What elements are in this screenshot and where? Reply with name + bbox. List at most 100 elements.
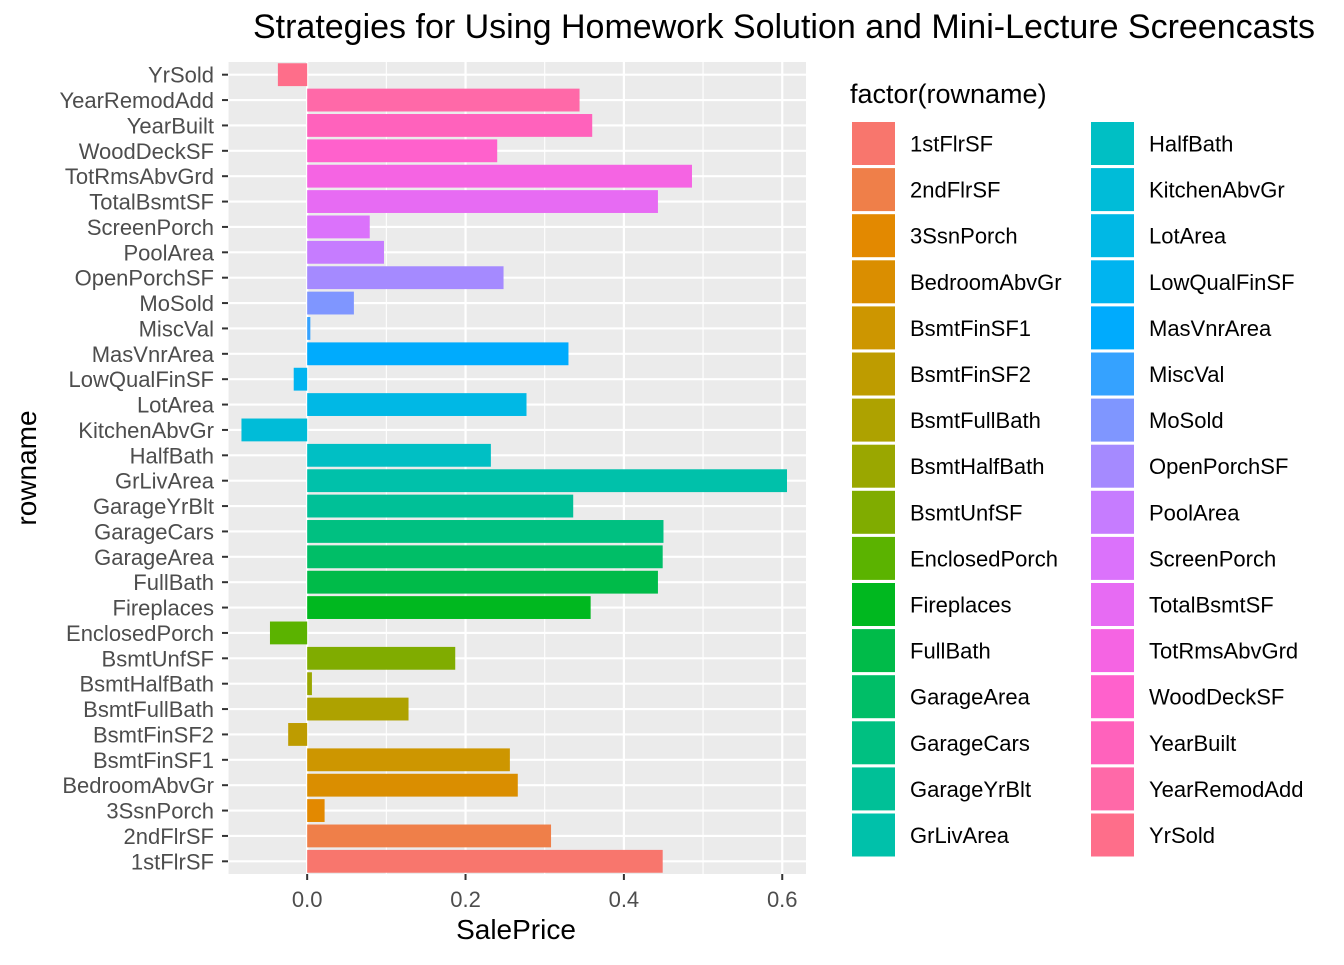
legend-label: PoolArea bbox=[1149, 500, 1240, 525]
y-tick-label: GarageYrBlt bbox=[93, 494, 214, 519]
legend-label: Fireplaces bbox=[910, 593, 1011, 618]
legend-label: BsmtUnfSF bbox=[910, 500, 1022, 525]
y-tick-label: WoodDeckSF bbox=[79, 139, 214, 164]
y-tick-label: HalfBath bbox=[130, 443, 214, 468]
legend-key-1stFlrSF bbox=[852, 122, 895, 165]
y-tick-label: FullBath bbox=[133, 570, 214, 595]
bar-MoSold bbox=[307, 291, 354, 315]
y-axis-title: rowname bbox=[11, 410, 42, 525]
legend-key-BsmtUnfSF bbox=[852, 490, 895, 534]
legend-key-TotalBsmtSF bbox=[1091, 583, 1134, 626]
y-tick-label: BedroomAbvGr bbox=[62, 773, 214, 798]
legend: factor(rowname) 1stFlrSF 2ndFlrSF 3SsnPorc… bbox=[850, 79, 1304, 857]
legend-key-YrSold bbox=[1091, 813, 1134, 857]
y-tick-label: 2ndFlrSF bbox=[124, 824, 214, 849]
legend-key-BsmtFinSF1 bbox=[852, 306, 895, 350]
bar-PoolArea bbox=[307, 240, 384, 264]
legend-label: 2ndFlrSF bbox=[910, 178, 1000, 203]
bar-YearRemodAdd bbox=[307, 88, 580, 112]
legend-label: FullBath bbox=[910, 639, 991, 664]
legend-key-HalfBath bbox=[1091, 122, 1134, 165]
legend-key-BedroomAbvGr bbox=[852, 260, 895, 304]
y-tick-label: MasVnrArea bbox=[92, 342, 215, 367]
y-tick-label: LotArea bbox=[137, 393, 215, 418]
legend-label: BedroomAbvGr bbox=[910, 270, 1062, 295]
y-tick-label: TotRmsAbvGrd bbox=[65, 164, 214, 189]
legend-label: LotArea bbox=[1149, 224, 1227, 249]
x-tick-label: 0.4 bbox=[609, 887, 640, 912]
y-tick-label: Fireplaces bbox=[113, 596, 214, 621]
legend-label: OpenPorchSF bbox=[1149, 454, 1288, 479]
legend-key-GarageArea bbox=[852, 675, 895, 719]
legend-key-OpenPorchSF bbox=[1091, 444, 1134, 488]
legend-label: BsmtFullBath bbox=[910, 408, 1041, 433]
legend-label: EnclosedPorch bbox=[910, 546, 1058, 571]
bar-MiscVal bbox=[307, 317, 311, 340]
legend-key-YearBuilt bbox=[1091, 721, 1134, 765]
legend-label: TotRmsAbvGrd bbox=[1149, 639, 1298, 664]
y-tick-label: OpenPorchSF bbox=[75, 266, 214, 291]
legend-key-TotRmsAbvGrd bbox=[1091, 629, 1134, 673]
chart-title: Strategies for Using Homework Solution a… bbox=[253, 8, 1315, 46]
bar-YrSold bbox=[277, 63, 308, 87]
legend-key-ScreenPorch bbox=[1091, 536, 1134, 580]
legend-label: YearRemodAdd bbox=[1149, 777, 1304, 802]
legend-key-BsmtHalfBath bbox=[852, 444, 895, 488]
legend-label: LowQualFinSF bbox=[1149, 270, 1295, 295]
bar-3SsnPorch bbox=[307, 799, 325, 822]
legend-label: 1stFlrSF bbox=[910, 132, 993, 157]
legend-key-Fireplaces bbox=[852, 583, 895, 626]
legend-key-GrLivArea bbox=[852, 813, 895, 857]
legend-label: HalfBath bbox=[1149, 132, 1233, 157]
bar-GarageYrBlt bbox=[307, 494, 574, 518]
legend-key-WoodDeckSF bbox=[1091, 675, 1134, 719]
legend-label: MasVnrArea bbox=[1149, 316, 1272, 341]
y-tick-label: BsmtFullBath bbox=[83, 697, 214, 722]
y-tick-label: BsmtUnfSF bbox=[102, 646, 214, 671]
legend-label: TotalBsmtSF bbox=[1149, 593, 1274, 618]
y-tick-label: LowQualFinSF bbox=[68, 367, 214, 392]
x-tick-label: 0.6 bbox=[767, 887, 798, 912]
x-tick-label: 0.0 bbox=[292, 887, 323, 912]
y-tick-label: PoolArea bbox=[123, 240, 214, 265]
y-tick-label: BsmtFinSF2 bbox=[93, 722, 214, 747]
bar-GarageArea bbox=[307, 545, 663, 569]
y-axis: 1stFlrSF2ndFlrSF3SsnPorchBedroomAbvGrBsm… bbox=[59, 63, 228, 874]
bar-BsmtFinSF1 bbox=[307, 748, 510, 772]
y-tick-label: EnclosedPorch bbox=[66, 621, 214, 646]
bar-KitchenAbvGr bbox=[241, 418, 308, 442]
legend-key-MasVnrArea bbox=[1091, 306, 1134, 350]
bar-LotArea bbox=[307, 393, 527, 416]
legend-label: GrLivArea bbox=[910, 823, 1010, 848]
bar-ScreenPorch bbox=[307, 215, 370, 239]
bar-HalfBath bbox=[307, 443, 491, 467]
y-tick-label: TotalBsmtSF bbox=[89, 190, 214, 215]
legend-key-MiscVal bbox=[1091, 352, 1134, 396]
bars bbox=[241, 63, 787, 873]
y-tick-label: GarageCars bbox=[94, 519, 214, 544]
bar-BsmtFinSF2 bbox=[288, 723, 308, 746]
y-tick-label: BsmtFinSF1 bbox=[93, 748, 214, 773]
bar-BsmtFullBath bbox=[307, 697, 409, 721]
y-tick-label: MiscVal bbox=[139, 316, 214, 341]
y-tick-label: GrLivArea bbox=[115, 469, 215, 494]
legend-key-MoSold bbox=[1091, 398, 1134, 442]
x-tick-label: 0.2 bbox=[450, 887, 481, 912]
y-tick-label: KitchenAbvGr bbox=[78, 418, 214, 443]
y-tick-label: 3SsnPorch bbox=[106, 799, 214, 824]
bar-TotRmsAbvGrd bbox=[307, 164, 692, 188]
bar-FullBath bbox=[307, 570, 658, 594]
legend-label: GarageCars bbox=[910, 731, 1030, 756]
bar-YearBuilt bbox=[307, 114, 593, 137]
legend-label: GarageArea bbox=[910, 685, 1031, 710]
y-tick-label: MoSold bbox=[139, 291, 214, 316]
bar-Fireplaces bbox=[307, 596, 591, 619]
legend-key-3SsnPorch bbox=[852, 214, 895, 258]
legend-key-BsmtFullBath bbox=[852, 398, 895, 442]
x-axis: 0.0 0.2 0.4 0.6 bbox=[292, 874, 798, 912]
legend-label: GarageYrBlt bbox=[910, 777, 1031, 802]
y-tick-label: YearRemodAdd bbox=[59, 88, 214, 113]
bar-GrLivArea bbox=[307, 469, 787, 493]
